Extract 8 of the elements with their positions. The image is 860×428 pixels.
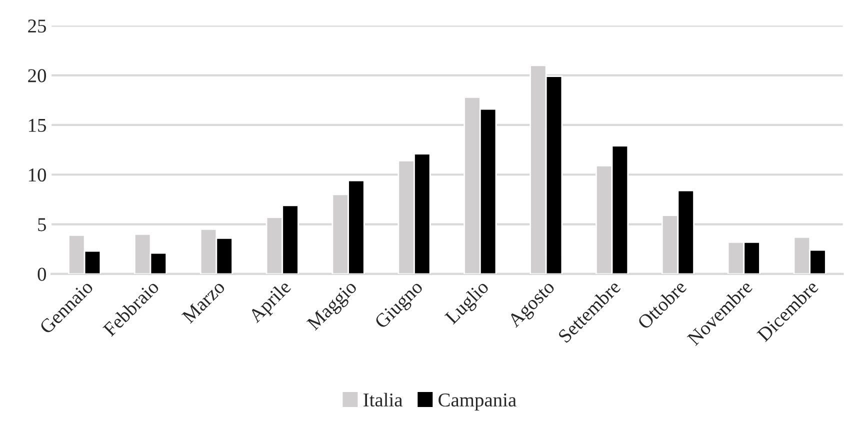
y-tick-label: 20 xyxy=(28,69,46,82)
y-tick-label: 25 xyxy=(28,20,46,33)
legend-label: Italia xyxy=(364,392,403,407)
legend-label: Campania xyxy=(438,393,516,410)
y-tick-label: 5 xyxy=(38,218,46,232)
y-tick-label: 0 xyxy=(38,268,46,281)
y-tick-label: 15 xyxy=(29,118,46,132)
y-tick-label: 10 xyxy=(29,168,46,182)
